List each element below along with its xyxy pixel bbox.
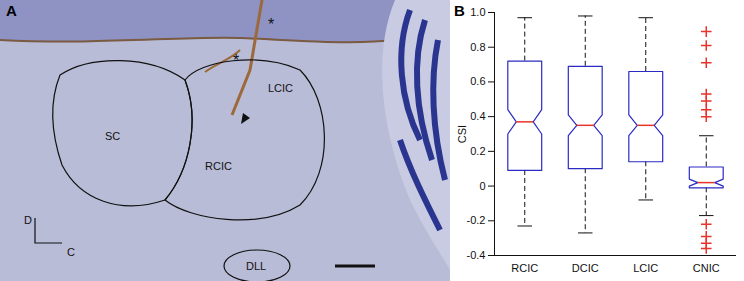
svg-text:*: * [233, 52, 239, 69]
svg-text:LCIC: LCIC [633, 262, 658, 274]
svg-text:SC: SC [105, 130, 120, 142]
svg-text:C: C [67, 246, 75, 258]
svg-text:DCIC: DCIC [572, 262, 599, 274]
svg-text:1.0: 1.0 [470, 6, 485, 18]
svg-text:LCIC: LCIC [268, 82, 293, 94]
svg-text:0.8: 0.8 [470, 41, 485, 53]
svg-text:RCIC: RCIC [205, 160, 232, 172]
svg-text:0.6: 0.6 [470, 75, 485, 87]
svg-text:-0.2: -0.2 [467, 214, 486, 226]
html-text:B: B [454, 2, 465, 19]
html-text:A: A [6, 2, 17, 19]
svg-text:0.4: 0.4 [470, 110, 485, 122]
svg-text:RCIC: RCIC [511, 262, 538, 274]
svg-text:0: 0 [479, 180, 485, 192]
svg-text:CSI: CSI [456, 125, 468, 143]
svg-text:CNIC: CNIC [693, 262, 720, 274]
svg-text:DLL: DLL [246, 260, 266, 272]
svg-text:0.2: 0.2 [470, 145, 485, 157]
svg-text:*: * [268, 16, 274, 33]
svg-text:-0.4: -0.4 [467, 249, 486, 261]
svg-text:D: D [24, 214, 32, 226]
